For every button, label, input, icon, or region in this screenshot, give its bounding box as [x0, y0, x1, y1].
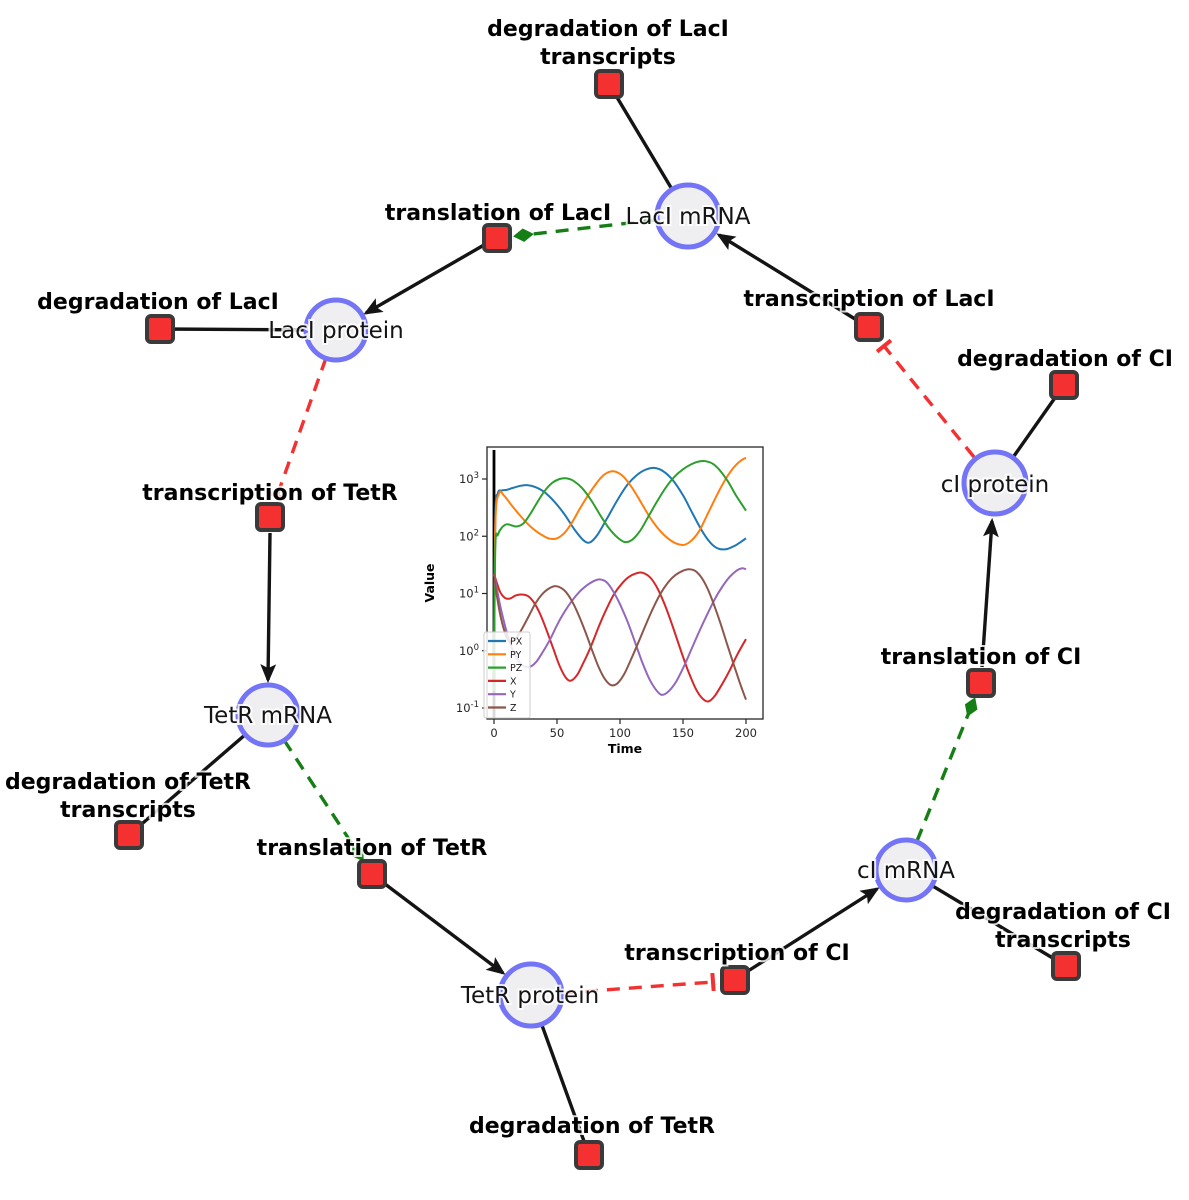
reaction-node-translation-laci [482, 223, 512, 253]
reaction-label-degradation-tetr: degradation of TetR [469, 1114, 715, 1139]
reaction-label-degradation-tetr-transcripts: degradation of TetR transcripts [5, 770, 251, 823]
legend-label-Y: Y [509, 690, 516, 701]
axes-frame [486, 446, 764, 720]
reaction-label-degradation-ci: degradation of CI [957, 347, 1173, 372]
series-line-PX [493, 466, 747, 691]
edge-transcription-laci-to-lacimrna [716, 233, 856, 321]
reaction-label-transcription-tetr: transcription of TetR [142, 481, 398, 506]
species-label-tetr-protein: TetR protein [460, 983, 599, 1009]
reaction-label-degradation-laci-transcripts: degradation of LacI transcripts [487, 17, 729, 70]
legend-label-PZ: PZ [510, 663, 523, 674]
species-node-ci-protein [961, 449, 1029, 517]
x-tick-label: 50 [550, 726, 565, 740]
x-axis-label: Time [608, 741, 642, 756]
edge-tetrprotein-inhibits-transcription-ci [562, 972, 716, 995]
reaction-label-translation-ci: translation of CI [881, 645, 1082, 670]
y-tick-label: 102 [459, 528, 479, 543]
series-line-X [493, 571, 747, 703]
y-tick-label: 101 [459, 586, 479, 601]
edge-translation-laci-to-laciprotein [363, 243, 485, 315]
reaction-node-degradation-laci [145, 314, 175, 344]
reaction-label-translation-tetr: translation of TetR [257, 836, 488, 861]
x-tick-label: 0 [490, 726, 497, 740]
species-label-ci-protein: cI protein [941, 472, 1050, 498]
species-label-laci-protein: LacI protein [268, 318, 403, 344]
reaction-node-degradation-ci-transcripts [1051, 951, 1081, 981]
y-tick-label: 103 [459, 471, 479, 486]
legend-label-PX: PX [510, 637, 523, 648]
reaction-node-translation-ci [966, 668, 996, 698]
series-line-PZ [493, 459, 747, 691]
legend-box [483, 631, 531, 719]
species-node-laci-mrna [654, 182, 722, 250]
reaction-label-translation-laci: translation of LacI [385, 201, 611, 226]
edge-translation-ci-to-ciprotein [980, 517, 999, 668]
reaction-node-transcription-tetr [255, 502, 285, 532]
species-label-ci-mrna: cI mRNA [857, 858, 955, 884]
reaction-node-degradation-tetr [574, 1140, 604, 1170]
edge-tetrmrna-modifies-translation [282, 739, 364, 862]
reaction-label-transcription-laci: transcription of LacI [743, 287, 994, 312]
reaction-node-degradation-laci-transcripts [594, 69, 624, 99]
y-tick-label: 100 [459, 643, 479, 658]
chart-legend: PX PY PZ XYZ [483, 631, 531, 719]
species-node-tetr-mrna [235, 682, 301, 748]
reaction-node-transcription-ci [720, 965, 750, 995]
y-axis-label: Value [422, 563, 437, 602]
reaction-label-degradation-laci: degradation of LacI [37, 290, 279, 315]
edge-transcription-ci-to-cimrna [747, 887, 880, 973]
legend-label-Z: Z [510, 703, 517, 714]
series-line-Z [493, 568, 747, 700]
reaction-node-degradation-ci [1049, 370, 1079, 400]
y-tick-label: 10-1 [456, 700, 479, 715]
legend-label-X: X [510, 676, 517, 687]
species-label-laci-mrna: LacI mRNA [626, 204, 751, 230]
plot-area [492, 450, 747, 719]
edge-lacimrna-modifies-translation [513, 218, 657, 242]
reaction-node-translation-tetr [357, 859, 387, 889]
chart-svg: 0 50 100 150 20010-1100101102103TimeValuePXP… [422, 446, 764, 756]
x-tick-label: 200 [735, 726, 757, 740]
edge-transcription-tetr-to-tetrmrna [260, 532, 277, 684]
reaction-label-transcription-ci: transcription of CI [624, 941, 849, 966]
reaction-node-degradation-tetr-transcripts [114, 820, 144, 850]
edge-cimrna-modifies-translation [915, 697, 978, 842]
x-tick-label: 150 [672, 726, 694, 740]
species-node-ci-mrna [873, 837, 939, 903]
reaction-node-transcription-laci [854, 312, 884, 342]
species-label-tetr-mrna: TetR mRNA [203, 703, 332, 729]
species-node-laci-protein [303, 297, 369, 363]
edge-laciprotein-inhibits-transcription-tetr [267, 357, 328, 501]
reaction-label-degradation-ci-transcripts: degradation of CI transcripts [955, 900, 1171, 953]
edge-ciprotein-inhibits-transcription-laci [875, 338, 976, 459]
inset-time-series-chart: 0 50 100 150 200 10-1 100 101 102 103 Time Value PX P… [420, 435, 780, 765]
edge-translation-tetr-to-tetrprotein [383, 882, 506, 975]
series-line-PY [493, 456, 747, 691]
species-node-tetr-protein [497, 961, 565, 1029]
x-tick-label: 100 [609, 726, 631, 740]
legend-label-PY: PY [510, 650, 522, 661]
